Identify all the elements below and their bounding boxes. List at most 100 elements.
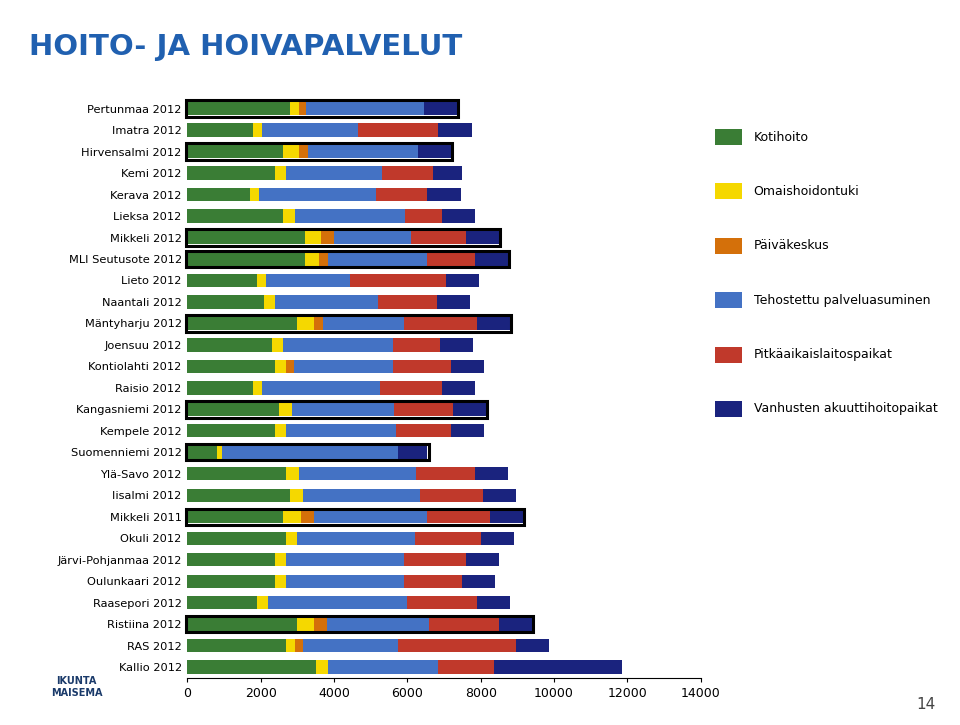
Bar xyxy=(187,210,282,223)
Text: Päiväkeskus: Päiväkeskus xyxy=(754,239,829,252)
Bar xyxy=(286,574,403,588)
Bar xyxy=(187,531,286,545)
Bar xyxy=(298,618,314,631)
Bar xyxy=(282,145,300,158)
Bar xyxy=(439,660,493,674)
Bar xyxy=(423,102,457,115)
Bar xyxy=(187,274,257,287)
Bar xyxy=(259,188,376,202)
Bar xyxy=(314,618,326,631)
Bar xyxy=(276,167,286,180)
Bar xyxy=(187,339,272,352)
Bar xyxy=(398,639,516,652)
Bar xyxy=(286,553,403,566)
Bar xyxy=(483,489,516,502)
Bar xyxy=(326,618,429,631)
Bar xyxy=(463,574,495,588)
Bar xyxy=(262,123,358,137)
Bar xyxy=(493,660,622,674)
Bar xyxy=(187,188,250,202)
Bar xyxy=(187,424,276,437)
Bar xyxy=(187,295,264,309)
Bar xyxy=(286,167,382,180)
Bar xyxy=(187,167,276,180)
Text: Yli 75-vuotiaiden asukaskohtaiset kustannukset palvelumuodoittain: Yli 75-vuotiaiden asukaskohtaiset kustan… xyxy=(200,56,760,73)
Bar xyxy=(187,660,316,674)
Bar xyxy=(257,596,268,609)
Bar xyxy=(276,553,286,566)
Bar xyxy=(308,145,419,158)
Bar xyxy=(398,446,427,459)
Bar xyxy=(187,402,279,416)
Bar xyxy=(300,510,314,523)
Bar xyxy=(405,210,443,223)
Bar xyxy=(257,274,266,287)
Bar xyxy=(290,489,302,502)
Bar xyxy=(276,424,286,437)
Bar xyxy=(419,145,451,158)
Bar xyxy=(328,660,439,674)
Bar xyxy=(187,145,282,158)
Bar xyxy=(403,553,466,566)
Bar xyxy=(286,424,396,437)
Bar xyxy=(393,360,451,373)
Bar xyxy=(296,210,405,223)
Text: 14: 14 xyxy=(917,697,936,712)
Bar xyxy=(286,467,300,481)
Bar xyxy=(187,467,286,481)
Bar xyxy=(304,252,320,265)
Text: IKUNTA
MAISEMA: IKUNTA MAISEMA xyxy=(51,676,103,697)
Bar xyxy=(264,295,276,309)
Bar xyxy=(427,510,490,523)
Bar xyxy=(320,252,328,265)
Bar xyxy=(187,252,304,265)
Bar xyxy=(453,402,486,416)
Bar xyxy=(439,123,471,137)
Bar xyxy=(296,639,302,652)
Bar xyxy=(298,317,314,330)
Bar xyxy=(187,317,298,330)
Bar xyxy=(187,123,253,137)
Bar xyxy=(314,510,427,523)
Bar xyxy=(429,618,499,631)
Bar xyxy=(268,596,407,609)
Bar xyxy=(451,360,485,373)
Bar xyxy=(477,317,510,330)
Bar xyxy=(415,531,481,545)
Bar xyxy=(187,618,298,631)
Bar xyxy=(316,660,328,674)
Bar xyxy=(396,424,451,437)
Bar xyxy=(187,489,290,502)
Bar xyxy=(466,553,499,566)
Bar xyxy=(427,252,475,265)
Bar xyxy=(282,339,393,352)
Bar xyxy=(475,252,508,265)
Bar xyxy=(272,339,282,352)
Bar xyxy=(403,574,463,588)
Text: Tehostettu palveluasuminen: Tehostettu palveluasuminen xyxy=(754,294,930,307)
Bar xyxy=(187,381,253,394)
Bar xyxy=(253,381,262,394)
Bar xyxy=(443,381,475,394)
Bar xyxy=(314,317,323,330)
Bar xyxy=(282,210,296,223)
Bar xyxy=(395,402,453,416)
Bar xyxy=(420,489,483,502)
Bar xyxy=(433,167,463,180)
Bar xyxy=(290,102,300,115)
Bar xyxy=(187,446,217,459)
Bar xyxy=(393,339,441,352)
Bar xyxy=(481,531,514,545)
Bar xyxy=(262,381,380,394)
Bar xyxy=(187,510,282,523)
Bar xyxy=(466,231,499,244)
Bar xyxy=(376,188,427,202)
Bar xyxy=(279,402,292,416)
Bar xyxy=(300,467,417,481)
Bar xyxy=(417,467,475,481)
Bar xyxy=(300,102,306,115)
Bar xyxy=(298,531,415,545)
Bar xyxy=(286,360,294,373)
Bar xyxy=(350,274,445,287)
Bar xyxy=(187,639,286,652)
